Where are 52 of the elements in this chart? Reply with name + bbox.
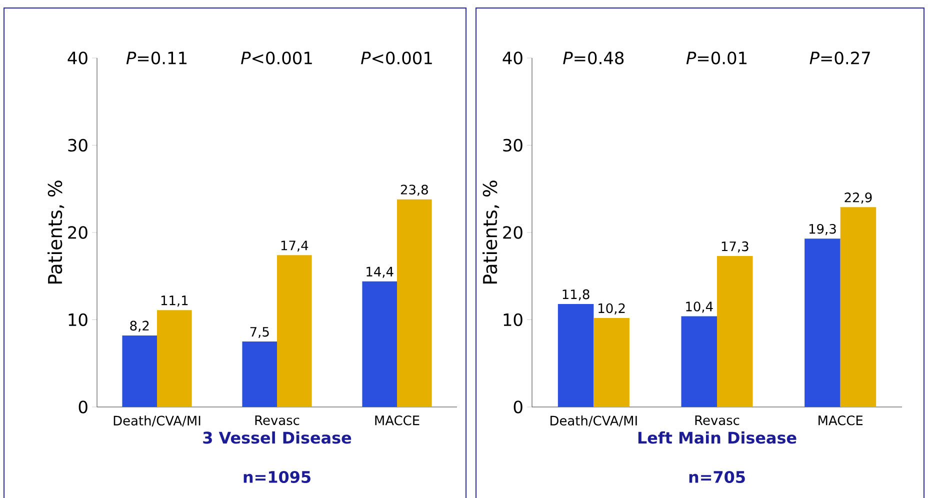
- annotation: P<0.001: [241, 52, 312, 64]
- bar: [277, 255, 312, 407]
- annotation: P=0.01: [686, 52, 747, 64]
- bar: [717, 256, 753, 407]
- data-label: 8,2: [130, 320, 149, 332]
- annotation: P=0.48: [563, 52, 624, 64]
- data-label: 11,1: [161, 296, 188, 307]
- bar: [157, 310, 192, 407]
- x-tick-label: Revasc: [255, 416, 300, 426]
- x-tick-label: Death/CVA/MI: [550, 416, 637, 427]
- bar: [362, 281, 398, 407]
- x-axis-title: Left Main Disease: [638, 431, 796, 444]
- annotation: P<0.001: [361, 52, 432, 64]
- bar: [122, 335, 158, 407]
- x-tick-label: Death/CVA/MI: [114, 416, 200, 427]
- text: n=1095: [244, 470, 310, 484]
- bar: [397, 199, 432, 407]
- data-label: 10,2: [598, 303, 625, 314]
- y-tick-label: 40: [502, 52, 522, 64]
- annotation: P=0.27: [810, 52, 870, 64]
- data-label: 14,4: [366, 266, 394, 278]
- bar: [594, 318, 630, 407]
- x-tick-label: MACCE: [375, 416, 420, 426]
- y-tick-label: 20: [503, 226, 522, 239]
- data-label: 7,5: [250, 327, 269, 338]
- text: n=705: [689, 470, 745, 484]
- bar: [804, 238, 840, 407]
- x-tick-label: MACCE: [818, 416, 863, 426]
- y-tick-label: 10: [504, 313, 522, 326]
- data-label: 10,4: [686, 302, 713, 313]
- data-label: 19,3: [809, 224, 836, 236]
- bar: [558, 304, 594, 407]
- y-tick-label: 10: [68, 313, 88, 326]
- y-tick-label: 0: [78, 400, 88, 414]
- y-tick-label: 20: [68, 226, 88, 239]
- data-label: 17,3: [722, 241, 748, 253]
- x-tick-label: Revasc: [695, 416, 740, 426]
- bar: [242, 342, 278, 407]
- y-tick-label: 0: [514, 400, 522, 414]
- bar: [840, 207, 876, 407]
- y-tick-label: 30: [68, 138, 88, 152]
- data-label: 17,4: [281, 240, 308, 252]
- y-tick-label: 30: [503, 138, 522, 152]
- data-label: 22,9: [844, 192, 872, 204]
- y-tick-label: 40: [68, 52, 88, 64]
- y-axis-title: Patients, %: [482, 180, 500, 284]
- data-label: 11,8: [562, 289, 590, 301]
- annotation: P=0.11: [126, 52, 187, 64]
- data-label: 23,8: [400, 184, 428, 196]
- bar: [681, 316, 718, 407]
- x-axis-title: 3 Vessel Disease: [203, 431, 352, 444]
- y-axis-title: Patients, %: [48, 180, 64, 284]
